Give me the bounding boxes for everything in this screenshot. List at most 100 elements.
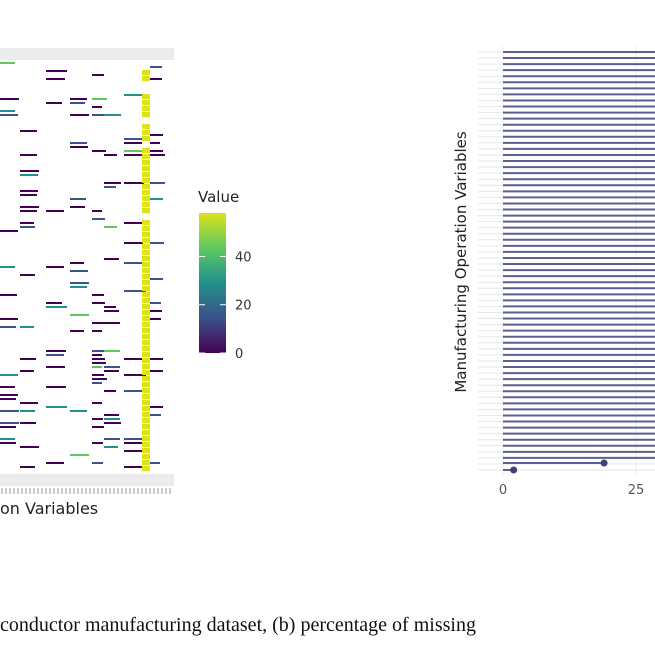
heatmap-cells: [0, 62, 165, 471]
heatmap-cell: [70, 206, 85, 208]
heatmap-cell: [150, 302, 161, 304]
heatmap-cell: [20, 170, 39, 172]
lollipop-x-ticks: 0 25: [499, 483, 644, 498]
heatmap-cell: [0, 114, 18, 116]
heatmap-cell: [142, 256, 150, 261]
heatmap-cell: [124, 138, 146, 140]
heatmap-cell: [142, 226, 150, 231]
heatmap-cell: [142, 292, 150, 297]
heatmap-cell: [150, 66, 162, 68]
heatmap-cell: [104, 322, 120, 324]
heatmap-cell: [104, 370, 119, 372]
heatmap-cell: [142, 94, 150, 99]
heatmap-cell: [142, 466, 150, 471]
heatmap-cell: [124, 242, 143, 244]
heatmap-cell: [104, 366, 120, 368]
heatmap-cell: [142, 406, 150, 411]
heatmap-x-ticks: [1, 488, 171, 494]
heatmap-cell: [124, 94, 142, 96]
heatmap-cell: [150, 318, 161, 320]
heatmap-cell: [142, 124, 150, 129]
heatmap-cell: [70, 198, 86, 200]
heatmap-cell: [104, 306, 116, 308]
heatmap-cell: [142, 340, 150, 345]
heatmap-cell: [124, 150, 145, 152]
heatmap-cell: [0, 110, 15, 112]
heatmap-cell: [150, 142, 160, 144]
heatmap-panel: on Variables: [0, 48, 174, 518]
heatmap-cell: [142, 304, 150, 309]
heatmap-cell: [46, 462, 64, 464]
heatmap-cell: [142, 100, 150, 105]
heatmap-cell: [92, 302, 105, 304]
heatmap-cell: [0, 266, 15, 268]
heatmap-cell: [0, 98, 19, 100]
heatmap-cell: [142, 274, 150, 279]
heatmap-cell: [20, 210, 37, 212]
heatmap-cell: [104, 390, 116, 392]
heatmap-cell: [142, 328, 150, 333]
heatmap-cell: [46, 70, 67, 72]
heatmap-cell: [92, 354, 102, 356]
lollipop-point: [600, 459, 608, 467]
heatmap-cell: [142, 298, 150, 303]
heatmap-cell: [104, 182, 121, 184]
heatmap-cell: [142, 130, 150, 135]
heatmap-cell: [46, 406, 67, 408]
colorbar-ticks: 0 20 40: [199, 250, 252, 362]
heatmap-cell: [142, 370, 150, 375]
heatmap-top-strip: [0, 48, 174, 60]
heatmap-cell: [0, 442, 16, 444]
heatmap-cell: [142, 244, 150, 249]
heatmap-cell: [142, 364, 150, 369]
heatmap-cell: [124, 154, 144, 156]
heatmap-cell: [20, 410, 35, 412]
heatmap-cell: [142, 190, 150, 195]
heatmap-cell: [104, 310, 119, 312]
heatmap-cell: [92, 378, 107, 380]
heatmap-cell: [92, 294, 104, 296]
heatmap-cell: [20, 402, 38, 404]
heatmap-cell: [142, 154, 150, 159]
heatmap-cell: [142, 388, 150, 393]
heatmap-cell: [0, 62, 15, 64]
heatmap-cell: [92, 462, 103, 464]
heatmap-cell: [142, 334, 150, 339]
heatmap-cell: [46, 78, 65, 80]
heatmap-cell: [46, 306, 67, 308]
heatmap-cell: [104, 438, 120, 440]
heatmap-cell: [124, 182, 144, 184]
heatmap-cell: [70, 98, 87, 100]
heatmap-cell: [150, 78, 162, 80]
heatmap-cell: [142, 376, 150, 381]
heatmap-cell: [20, 194, 37, 196]
heatmap-cell: [124, 374, 146, 376]
lollipop-x-tick-label: 0: [499, 483, 507, 498]
heatmap-cell: [142, 424, 150, 429]
heatmap-cell: [0, 386, 15, 388]
heatmap-cell: [150, 182, 165, 184]
heatmap-cell: [20, 446, 39, 448]
heatmap-cell: [142, 448, 150, 453]
heatmap-cell: [0, 326, 16, 328]
heatmap-cell: [20, 174, 38, 176]
heatmap-cell: [92, 426, 104, 428]
heatmap-cell: [124, 390, 146, 392]
heatmap-cell: [150, 414, 161, 416]
heatmap-cell: [142, 220, 150, 225]
colorbar-legend: Value 0 20 40: [198, 188, 252, 362]
heatmap-cell: [142, 394, 150, 399]
heatmap-cell: [70, 282, 89, 284]
heatmap-cell: [70, 330, 84, 332]
heatmap-cell: [104, 154, 117, 156]
heatmap-cell: [104, 418, 120, 420]
heatmap-cell: [20, 190, 38, 192]
heatmap-cell: [142, 166, 150, 171]
heatmap-cell: [92, 322, 105, 324]
heatmap-cell: [142, 412, 150, 417]
heatmap-cell: [104, 446, 118, 448]
heatmap-cell: [150, 242, 164, 244]
heatmap-cell: [150, 134, 163, 136]
heatmap-cell: [92, 106, 102, 108]
heatmap-cell: [92, 366, 102, 368]
